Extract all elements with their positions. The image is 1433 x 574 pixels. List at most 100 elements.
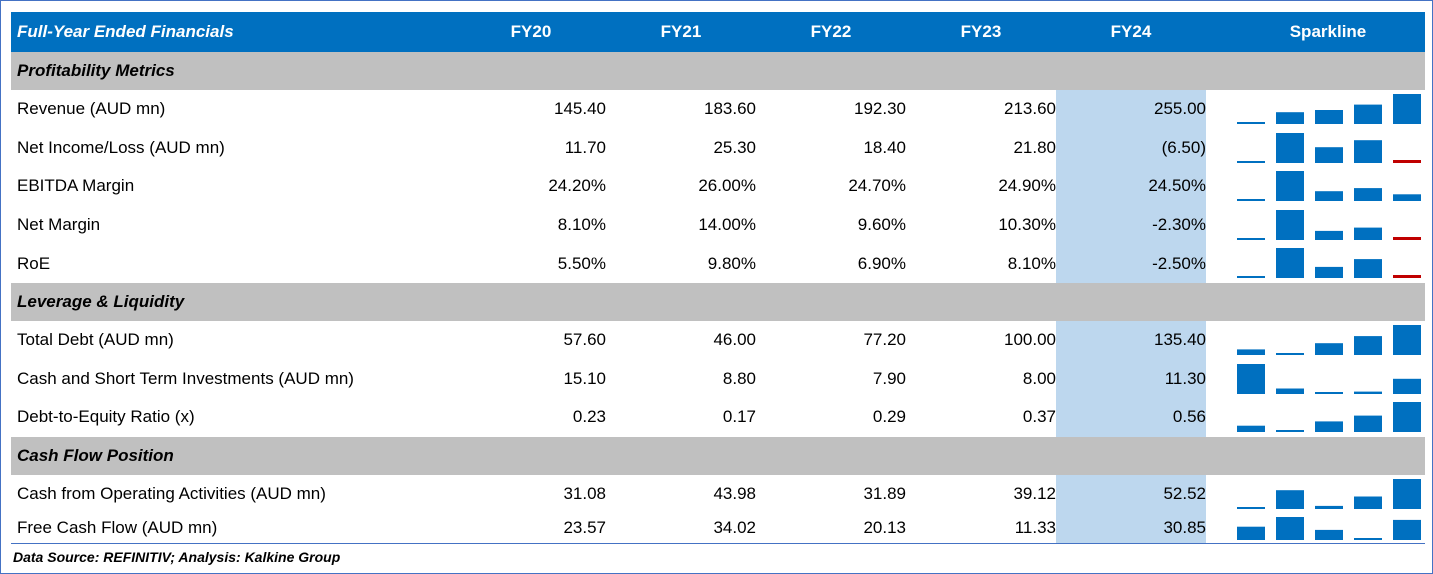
value-cell-fy22: 6.90% — [857, 253, 906, 273]
value-cell-fy22: 7.90 — [872, 368, 906, 388]
row-label: Cash from Operating Activities (AUD mn) — [17, 484, 326, 504]
row-label: Net Margin — [17, 215, 101, 235]
fy24-highlight-cell — [1056, 398, 1206, 437]
sparkline-bar-fy24 — [1393, 478, 1421, 509]
value-cell-fy22: 24.70% — [848, 176, 906, 196]
sparkline — [1233, 513, 1423, 543]
sparkline-bar-fy23 — [1354, 259, 1382, 279]
value-cell-fy20: 145.40 — [554, 99, 606, 119]
sparkline — [1233, 129, 1423, 168]
sparkline-bar-fy21 — [1276, 517, 1304, 541]
value-cell-fy23: 0.37 — [1022, 407, 1056, 427]
table-row-revenue-aud-mn: Revenue (AUD mn) 145.40 183.60 192.30 213.60… — [11, 90, 1425, 129]
fy24-highlight-cell — [1056, 474, 1206, 514]
financials-table: Full-Year Ended Financials FY20 FY21 FY2… — [11, 12, 1425, 545]
fy24-highlight-cell — [1056, 244, 1206, 283]
sparkline-bar-fy20 — [1237, 237, 1265, 240]
value-cell-fy23: 24.90% — [998, 176, 1056, 196]
sparkline — [1233, 360, 1423, 399]
value-cell-fy21: 14.00% — [698, 215, 756, 235]
value-cell-fy20: 11.70 — [564, 137, 606, 157]
fy24-highlight-cell — [1056, 90, 1206, 129]
value-cell-fy23: 8.00 — [1022, 368, 1056, 388]
section-header-leverage-liquidity: Leverage & Liquidity — [11, 282, 1425, 321]
value-cell-fy20: 0.23 — [572, 407, 606, 427]
value-cell-fy22: 0.29 — [872, 407, 906, 427]
table-row-debt-to-equity-ratio-x: Debt-to-Equity Ratio (x) 0.23 0.17 0.29 0.37… — [11, 398, 1425, 437]
sparkline-svg — [1237, 132, 1421, 163]
sparkline-bar-fy23 — [1354, 538, 1382, 541]
sparkline-bar-fy20 — [1237, 425, 1265, 433]
value-cell-fy22: 18.40 — [863, 137, 906, 157]
sparkline-bar-fy22 — [1315, 230, 1343, 240]
value-cell-fy22: 192.30 — [854, 99, 906, 119]
value-cell-fy21: 183.60 — [704, 99, 756, 119]
sparkline-bar-fy20 — [1237, 527, 1265, 541]
row-label: Total Debt (AUD mn) — [17, 330, 174, 350]
sparkline-bar-fy22 — [1315, 267, 1343, 279]
sparkline-bar-fy20 — [1237, 199, 1265, 202]
sparkline-bar-fy24 — [1393, 194, 1421, 202]
sparkline-bar-fy23 — [1354, 188, 1382, 202]
sparkline-bar-fy22 — [1315, 191, 1343, 202]
column-header-fy20: FY20 — [510, 22, 552, 41]
value-cell-fy20: 23.57 — [563, 518, 606, 538]
row-label: Revenue (AUD mn) — [17, 99, 166, 119]
row-label: RoE — [17, 253, 51, 273]
value-cell-fy24: (6.50) — [1161, 137, 1206, 157]
sparkline-svg — [1237, 363, 1421, 394]
sparkline-svg — [1237, 94, 1421, 124]
table-row-ebitda-margin: EBITDA Margin 24.20% 26.00% 24.70% 24.90% 24.… — [11, 167, 1425, 206]
sparkline — [1233, 206, 1423, 245]
value-cell-fy24: 24.50% — [1148, 176, 1206, 196]
value-cell-fy24: 135.40 — [1154, 330, 1206, 350]
value-cell-fy24: 11.30 — [1164, 368, 1206, 388]
sparkline-bar-fy23 — [1354, 415, 1382, 433]
column-header-sparkline: Sparkline — [1289, 22, 1367, 41]
value-cell-fy21: 26.00% — [698, 176, 756, 196]
table-row-net-margin: Net Margin 8.10% 14.00% 9.60% 10.30% -2.30% — [11, 205, 1425, 245]
value-cell-fy20: 31.08 — [563, 484, 606, 504]
sparkline-bar-fy21 — [1276, 171, 1304, 202]
header-row: Full-Year Ended Financials FY20 FY21 FY2… — [11, 12, 1425, 52]
fy24-highlight-cell — [1056, 359, 1206, 399]
sparkline-bar-fy24 — [1393, 402, 1421, 433]
sparkline-bar-fy20 — [1237, 276, 1265, 279]
sparkline-bar-fy22 — [1315, 530, 1343, 541]
sparkline-bar-fy20 — [1237, 160, 1265, 163]
value-cell-fy23: 8.10% — [1007, 253, 1056, 273]
fy24-highlight-cell — [1056, 320, 1206, 360]
value-cell-fy21: 34.02 — [713, 518, 756, 538]
value-cell-fy24: 30.85 — [1163, 518, 1206, 538]
table-row-cash-and-short-term-investments-aud-mn: Cash and Short Term Investments (AUD mn)… — [11, 359, 1425, 399]
sparkline-bar-fy22 — [1315, 505, 1343, 509]
fy24-highlight-cell — [1056, 205, 1206, 245]
sparkline-svg — [1237, 402, 1421, 433]
row-label: Cash and Short Term Investments (AUD mn) — [17, 368, 354, 388]
value-cell-fy23: 21.80 — [1013, 137, 1056, 157]
value-cell-fy23: 100.00 — [1004, 330, 1056, 350]
sparkline-bar-fy21 — [1276, 430, 1304, 433]
sparkline-bar-fy24 — [1393, 378, 1421, 394]
sparkline-bar-fy20 — [1237, 363, 1265, 394]
section-title: Cash Flow Position — [17, 445, 174, 465]
sparkline-svg — [1237, 478, 1421, 509]
sparkline-svg — [1237, 324, 1421, 355]
sparkline-bar-fy24 — [1393, 159, 1421, 163]
sparkline — [1233, 90, 1423, 129]
table-row-roe: RoE 5.50% 9.80% 6.90% 8.10% -2.50% — [11, 244, 1425, 283]
table-row-free-cash-flow-aud-mn: Free Cash Flow (AUD mn) 23.57 34.02 20.13 11… — [11, 513, 1425, 545]
value-cell-fy23: 213.60 — [1004, 99, 1056, 119]
value-cell-fy21: 8.80 — [722, 368, 756, 388]
data-source-note: Data Source: REFINITIV; Analysis: Kalkin… — [13, 549, 341, 565]
value-cell-fy20: 57.60 — [563, 330, 606, 350]
value-cell-fy24: -2.30% — [1152, 215, 1206, 235]
sparkline-bar-fy20 — [1237, 506, 1265, 509]
row-label: Net Income/Loss (AUD mn) — [17, 137, 225, 157]
value-cell-fy21: 43.98 — [713, 484, 756, 504]
value-cell-fy23: 10.30% — [998, 215, 1056, 235]
fy24-highlight-cell — [1056, 513, 1206, 544]
sparkline — [1233, 244, 1423, 283]
value-cell-fy21: 0.17 — [722, 407, 756, 427]
sparkline-bar-fy23 — [1354, 336, 1382, 355]
